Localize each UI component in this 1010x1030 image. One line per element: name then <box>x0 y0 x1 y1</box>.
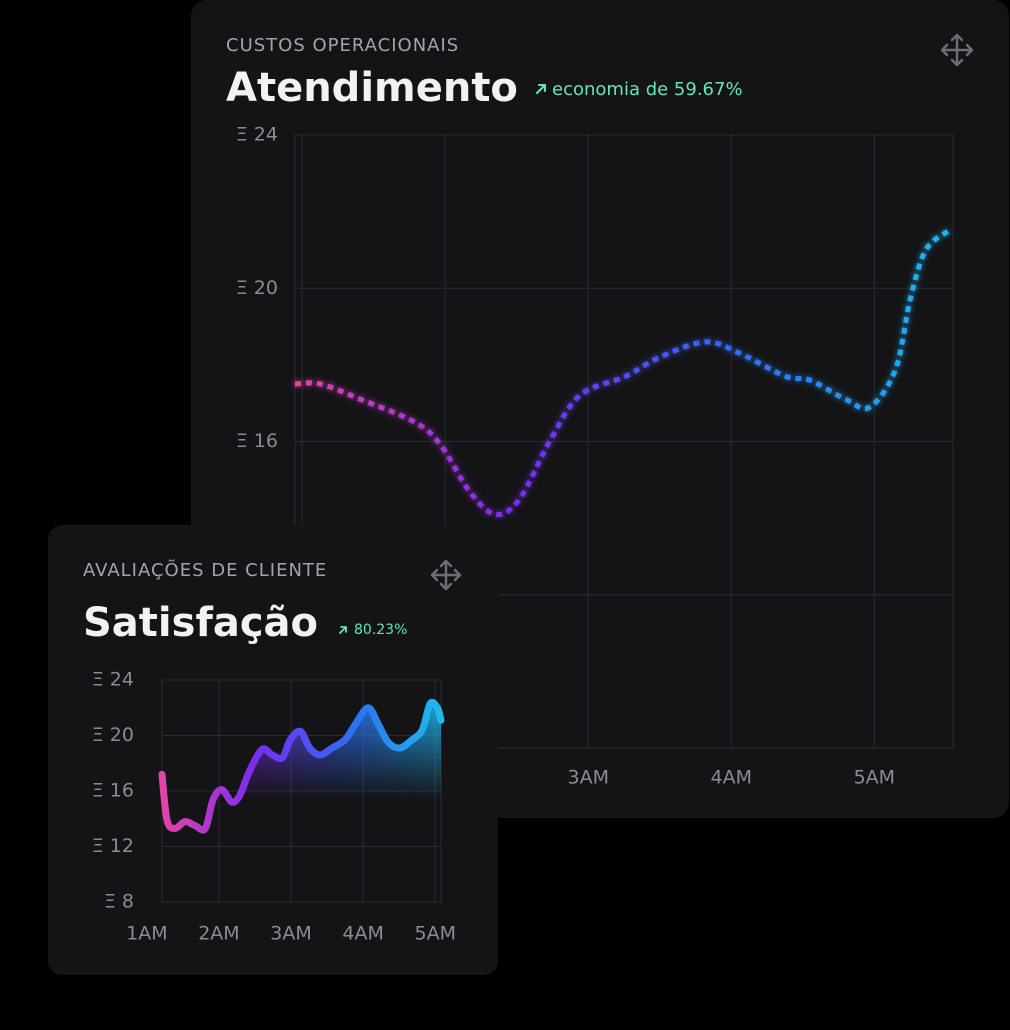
y-tick-label: Ξ 24 <box>236 124 278 146</box>
y-tick-label: Ξ 12 <box>92 835 134 857</box>
card-subtitle: CUSTOS OPERACIONAIS <box>226 35 459 56</box>
x-tick-label: 2AM <box>198 923 239 945</box>
area <box>162 702 441 902</box>
annotation: 80.23% <box>354 622 407 638</box>
card-subtitle: AVALIAÇÕES DE CLIENTE <box>83 559 327 581</box>
line <box>294 228 951 517</box>
x-tick-label: 4AM <box>711 767 752 789</box>
chart-area: Ξ 8 Ξ 12 Ξ 16 Ξ 20 Ξ 24 1AM 2AM 3AM 4AM 5AM <box>92 669 456 945</box>
annotation: economia de 59.67% <box>552 79 743 100</box>
x-tick-label: 4AM <box>342 923 383 945</box>
card-title: Satisfação <box>83 600 318 646</box>
move-icon[interactable] <box>940 33 974 67</box>
area-line <box>158 698 445 834</box>
x-tick-label: 1AM <box>126 923 167 945</box>
x-tick-label: 5AM <box>854 767 895 789</box>
move-icon[interactable] <box>430 559 462 591</box>
y-tick-label: Ξ 16 <box>236 430 278 452</box>
trend-arrow <box>536 84 546 94</box>
card-title: Atendimento <box>226 65 518 111</box>
x-tick-label: 5AM <box>414 923 455 945</box>
y-tick-label: Ξ 20 <box>92 724 134 746</box>
x-tick-label: 3AM <box>567 767 608 789</box>
y-tick-label: Ξ 24 <box>92 669 134 691</box>
trend-arrow <box>339 626 347 634</box>
y-tick-label: Ξ 16 <box>92 780 134 802</box>
card: AVALIAÇÕES DE CLIENTE Satisfação 80.23% … <box>48 525 498 975</box>
y-tick-label: Ξ 8 <box>104 891 134 913</box>
y-tick-label: Ξ 20 <box>236 277 278 299</box>
x-tick-label: 3AM <box>270 923 311 945</box>
